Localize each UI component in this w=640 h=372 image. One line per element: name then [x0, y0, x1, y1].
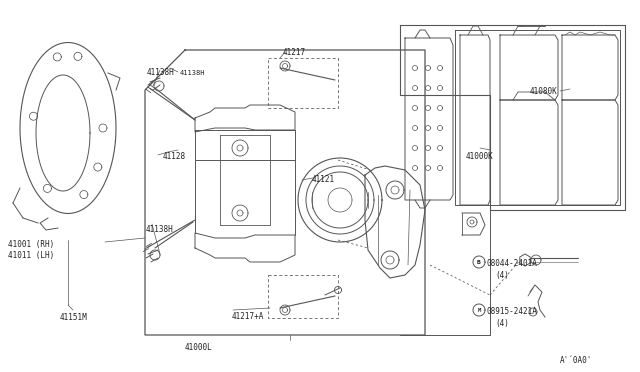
Text: M: M: [477, 308, 481, 312]
Text: 41128: 41128: [163, 152, 186, 161]
Text: (4): (4): [495, 271, 509, 280]
Text: (4): (4): [495, 319, 509, 328]
Text: 41217+A: 41217+A: [232, 312, 264, 321]
Text: 41138H: 41138H: [147, 68, 175, 77]
Text: A'´0A0': A'´0A0': [560, 356, 593, 365]
Text: 41138H: 41138H: [180, 70, 205, 76]
Text: 41001 (RH): 41001 (RH): [8, 240, 54, 249]
Text: 08044-2401A: 08044-2401A: [487, 259, 538, 268]
Text: 41000K: 41000K: [466, 152, 493, 161]
Text: 41217: 41217: [283, 48, 306, 57]
Text: 41011 (LH): 41011 (LH): [8, 251, 54, 260]
Text: 41000L: 41000L: [185, 343, 212, 352]
Text: 41121: 41121: [312, 175, 335, 184]
Text: 41080K: 41080K: [530, 87, 557, 96]
Text: 41138H: 41138H: [146, 225, 173, 234]
Text: 08915-2421A: 08915-2421A: [487, 307, 538, 316]
Text: B: B: [477, 260, 481, 264]
Text: 41151M: 41151M: [60, 313, 88, 322]
